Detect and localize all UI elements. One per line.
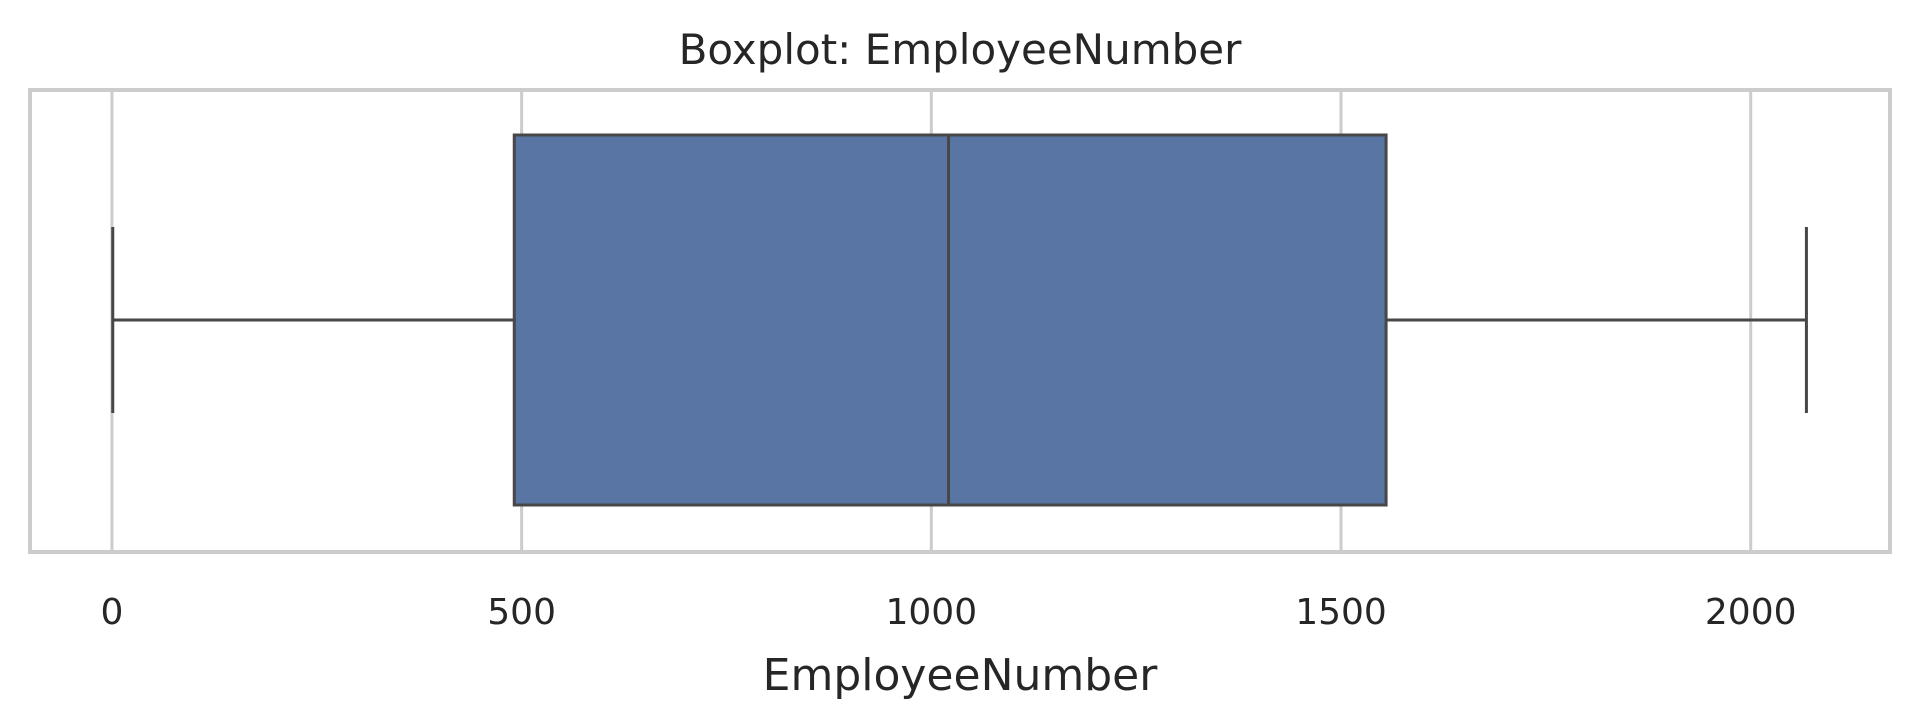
x-tick-labels: 0 500 1000 1500 2000: [100, 592, 1796, 633]
x-axis-label: EmployeeNumber: [763, 650, 1159, 701]
x-tick-label-4: 2000: [1705, 592, 1797, 633]
x-tick-label-3: 1500: [1295, 592, 1387, 633]
plot-frame: [28, 88, 1892, 554]
x-tick-label-1: 500: [487, 592, 556, 633]
interquartile-box: [512, 133, 1388, 507]
chart-title: Boxplot: EmployeeNumber: [679, 25, 1243, 74]
box-elements: [111, 133, 1808, 507]
x-tick-label-0: 0: [100, 592, 123, 633]
x-tick-label-2: 1000: [886, 592, 978, 633]
